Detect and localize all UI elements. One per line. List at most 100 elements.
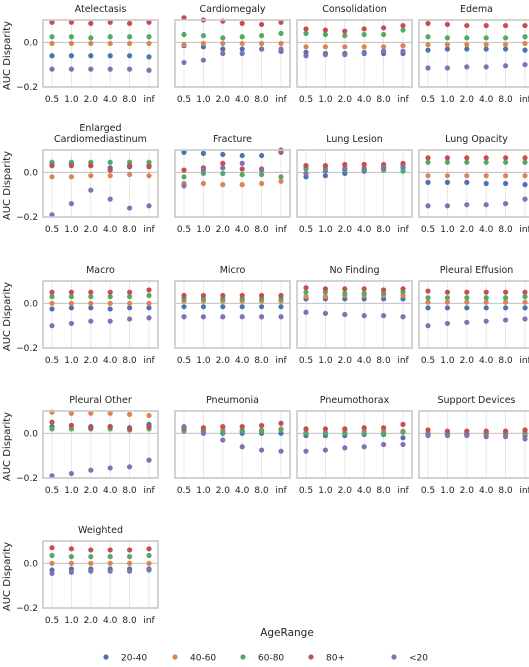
data-point <box>425 323 431 329</box>
data-point <box>425 427 431 433</box>
data-point <box>127 40 133 47</box>
data-point <box>522 159 528 165</box>
data-point <box>425 173 431 179</box>
data-point <box>68 554 74 560</box>
panel-frame <box>42 149 159 218</box>
panel-frame <box>42 540 159 609</box>
x-tick-label: inf <box>519 356 529 366</box>
x-tick-label: inf <box>143 486 155 496</box>
data-point <box>259 180 265 187</box>
legend: AgeRange 20-40 40-60 60-80 80+ <20 <box>103 627 428 664</box>
x-tick-label: inf <box>275 95 287 105</box>
data-point <box>68 66 74 72</box>
data-point <box>381 165 387 171</box>
data-point <box>220 182 226 188</box>
data-point <box>342 311 348 318</box>
data-point <box>342 286 348 292</box>
data-point <box>107 34 113 40</box>
panel: Fracture 0.5 1.0 2.0 4.0 8.0 inf <box>174 134 291 235</box>
data-point <box>425 288 431 294</box>
data-point <box>522 182 528 188</box>
data-point <box>200 292 206 299</box>
data-point <box>342 426 348 432</box>
data-point <box>88 66 94 72</box>
data-point <box>381 313 387 319</box>
x-tick-label: 2.0 <box>216 356 231 366</box>
panel-frame <box>418 410 529 479</box>
data-point <box>107 547 113 553</box>
data-point <box>239 46 245 52</box>
x-tick-label: inf <box>275 225 287 235</box>
data-point <box>127 205 133 211</box>
data-point <box>200 314 206 320</box>
x-tick-label: 1.0 <box>440 225 455 235</box>
panel: Cardiomegaly 0.5 1.0 2.0 4.0 8.0 inf <box>174 4 291 105</box>
data-point <box>239 34 245 40</box>
y-tick-label: −0.2 <box>16 474 38 484</box>
x-tick-label: 4.0 <box>103 616 118 626</box>
x-tick-label: 0.5 <box>421 225 435 235</box>
data-point <box>200 40 206 47</box>
x-tick-label: 8.0 <box>376 95 391 105</box>
x-tick-label: inf <box>397 486 409 496</box>
data-point <box>464 159 470 165</box>
panel-title: Pleural Effusion <box>440 265 514 276</box>
data-point <box>425 203 431 209</box>
data-point <box>361 430 367 436</box>
data-point <box>220 429 226 435</box>
data-point <box>200 304 206 310</box>
data-point <box>49 174 55 180</box>
data-point <box>239 444 245 450</box>
x-tick-label: 2.0 <box>338 95 353 105</box>
x-tick-label: 0.5 <box>45 95 59 105</box>
x-tick-label: inf <box>397 225 409 235</box>
data-point <box>361 161 367 168</box>
data-point <box>303 448 309 454</box>
data-point <box>107 568 113 574</box>
data-point <box>400 43 406 49</box>
data-point <box>146 164 152 170</box>
data-point <box>464 173 470 179</box>
data-point <box>68 34 74 40</box>
data-point <box>68 410 74 416</box>
data-point <box>322 294 328 300</box>
data-point <box>278 19 284 25</box>
data-point <box>361 425 367 431</box>
panel: Consolidation 0.5 1.0 2.0 4.0 8.0 inf <box>296 4 413 105</box>
data-point <box>303 285 309 291</box>
legend-items: 20-40 40-60 60-80 80+ <20 <box>103 654 428 664</box>
data-point <box>400 168 406 174</box>
x-tick-label: 0.5 <box>45 486 59 496</box>
data-point <box>444 159 450 165</box>
legend-marker <box>172 654 178 660</box>
data-point <box>483 46 489 52</box>
data-point <box>88 294 94 300</box>
data-point <box>400 429 406 435</box>
data-point <box>68 201 74 207</box>
x-tick-label: 4.0 <box>103 356 118 366</box>
x-tick-label: 4.0 <box>235 225 250 235</box>
x-tick-label: 8.0 <box>254 225 269 235</box>
data-point <box>361 286 367 292</box>
data-point <box>381 425 387 431</box>
x-tick-label: 1.0 <box>318 356 333 366</box>
data-point <box>220 165 226 171</box>
x-tick-label: 2.0 <box>338 225 353 235</box>
data-point <box>220 35 226 41</box>
data-point <box>68 300 74 306</box>
data-point <box>342 161 348 168</box>
data-point <box>522 47 528 53</box>
data-point <box>361 26 367 32</box>
data-point <box>381 25 387 31</box>
x-tick-label: 1.0 <box>196 225 211 235</box>
x-tick-label: 1.0 <box>196 356 211 366</box>
data-point <box>49 552 55 559</box>
data-point <box>522 316 528 322</box>
x-tick-label: 1.0 <box>318 486 333 496</box>
data-point <box>239 152 245 159</box>
data-point <box>464 155 470 161</box>
data-point <box>503 46 509 52</box>
data-point <box>483 295 489 301</box>
